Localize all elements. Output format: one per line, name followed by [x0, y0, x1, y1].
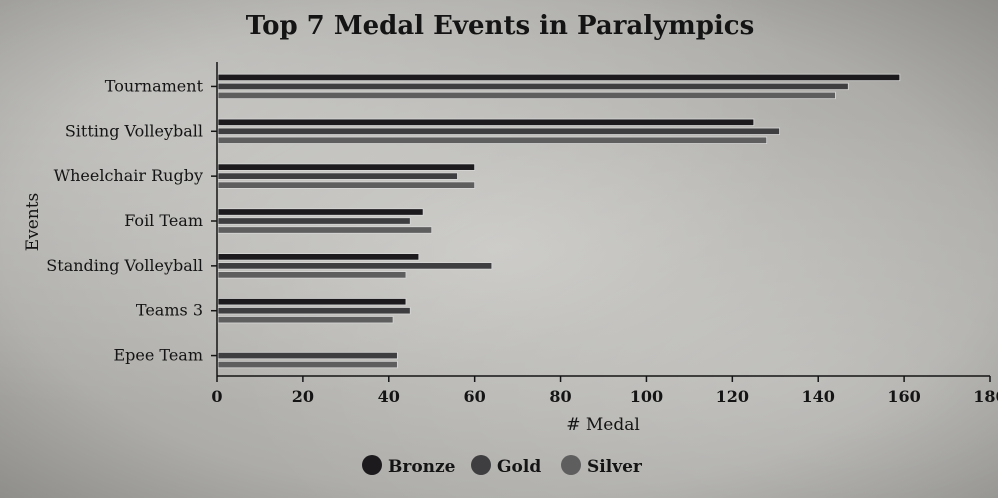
bar-silver	[217, 316, 394, 324]
bar-gold	[217, 172, 458, 180]
legend-label-bronze: Bronze	[388, 457, 456, 477]
chart-title: Top 7 Medal Events in Paralympics	[246, 11, 755, 41]
bar-gold	[217, 307, 411, 315]
bar-silver	[217, 226, 433, 234]
y-tick-label: Teams 3	[136, 301, 203, 320]
bar-silver	[217, 360, 398, 369]
legend-swatch-gold	[471, 455, 491, 475]
y-tick-label: Standing Volleyball	[46, 256, 203, 275]
x-tick-label: 60	[464, 387, 486, 406]
bar-gold	[217, 217, 411, 225]
bar-bronze	[217, 253, 420, 261]
y-tick-label: Epee Team	[113, 346, 203, 365]
x-tick-label: 20	[292, 387, 314, 406]
bar-bronze	[217, 298, 407, 306]
legend-label-gold: Gold	[497, 457, 541, 477]
x-tick-label: 140	[802, 387, 835, 406]
bar-silver	[217, 271, 407, 279]
legend-swatch-silver	[561, 455, 581, 475]
bar-silver	[217, 136, 768, 144]
y-tick-label: Tournament	[105, 76, 204, 95]
y-axis-title: Events	[23, 193, 43, 252]
legend: Bronze Gold Silver	[362, 455, 643, 477]
y-tick-label: Wheelchair Rugby	[54, 166, 203, 185]
bar-gold	[217, 351, 398, 360]
y-tick-label: Sitting Volleyball	[65, 121, 203, 140]
x-axis-title: # Medal	[566, 415, 640, 435]
bar-bronze	[217, 163, 476, 171]
x-tick-label: 0	[211, 387, 222, 406]
x-tick-label: 120	[716, 387, 749, 406]
bar-bronze	[217, 118, 755, 126]
bars-group	[217, 73, 901, 369]
x-tick-label: 100	[630, 387, 663, 406]
bar-gold	[217, 127, 780, 135]
bar-gold	[217, 82, 849, 91]
bar-bronze	[217, 73, 901, 82]
y-tick-label: Foil Team	[124, 211, 203, 230]
x-tick-label: 180	[973, 387, 998, 406]
bar-bronze	[217, 208, 424, 216]
x-tick-label: 160	[887, 387, 920, 406]
legend-label-silver: Silver	[587, 457, 643, 477]
bar-silver	[217, 181, 476, 189]
bar-gold	[217, 262, 493, 270]
x-axis: 0 20 40 60 80 100 120 140 160 180	[211, 375, 998, 406]
x-tick-label: 80	[549, 387, 571, 406]
x-tick-label: 40	[378, 387, 400, 406]
bar-silver	[217, 91, 836, 100]
y-axis: Tournament Sitting Volleyball Wheelchair R…	[46, 62, 218, 376]
legend-swatch-bronze	[362, 455, 382, 475]
